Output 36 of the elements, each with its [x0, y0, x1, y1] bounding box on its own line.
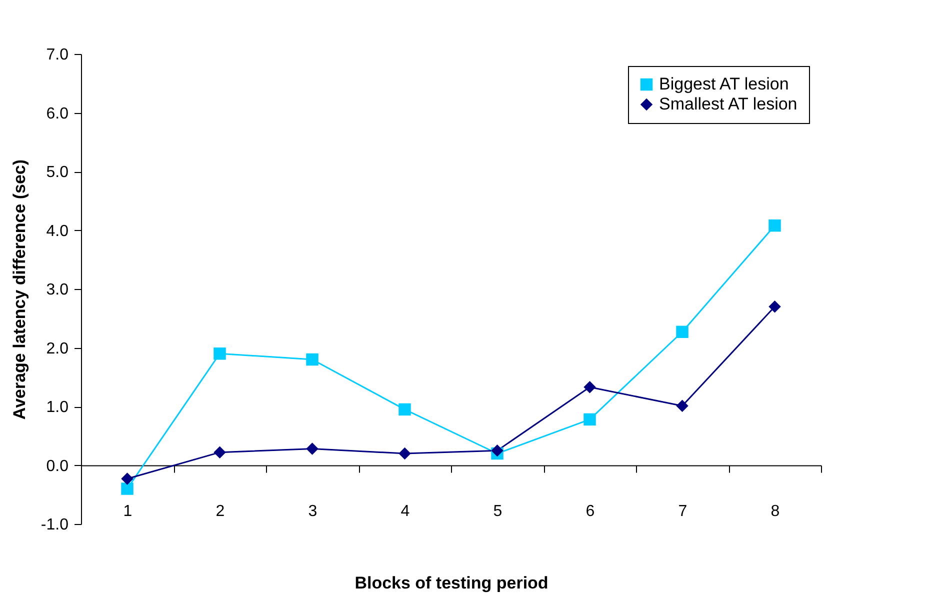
- point: [768, 219, 781, 232]
- x-tick-label: 5: [493, 502, 502, 520]
- x-tick-label: 8: [770, 502, 780, 520]
- point: [398, 403, 411, 416]
- point: [768, 300, 781, 313]
- x-axis-title: Blocks of testing period: [354, 574, 548, 592]
- point: [491, 444, 504, 457]
- y-tick-label: 0.0: [46, 458, 69, 475]
- point: [121, 472, 134, 485]
- point: [306, 442, 318, 455]
- x-tick-label: 4: [400, 502, 410, 520]
- point: [584, 380, 596, 394]
- point: [398, 447, 411, 460]
- legend-label: Smallest AT lesion: [659, 94, 798, 114]
- y-tick-label: 5.0: [46, 164, 69, 181]
- y-tick-label: 2.0: [46, 340, 69, 358]
- legend-label: Biggest AT lesion: [659, 74, 789, 94]
- point: [676, 326, 688, 338]
- y-tick-label: 4.0: [46, 222, 69, 240]
- x-tick-label: 1: [123, 502, 132, 520]
- point: [584, 413, 596, 426]
- y-axis-title: Average latency difference (sec): [10, 159, 29, 420]
- y-tick-label: 6.0: [46, 105, 69, 122]
- point: [676, 400, 688, 412]
- y-tick-label: -1.0: [40, 516, 69, 534]
- point: [121, 482, 134, 495]
- point: [306, 353, 318, 366]
- x-tick-label: 6: [586, 502, 595, 520]
- y-tick-label: 3.0: [46, 282, 69, 298]
- y-tick-label: 1.0: [46, 399, 69, 416]
- x-tick-label: 7: [678, 502, 688, 520]
- point: [214, 348, 226, 360]
- x-tick-label: 3: [308, 502, 318, 520]
- y-tick-label: 7.0: [46, 46, 69, 64]
- point: [214, 446, 226, 458]
- x-tick-label: 2: [216, 502, 225, 520]
